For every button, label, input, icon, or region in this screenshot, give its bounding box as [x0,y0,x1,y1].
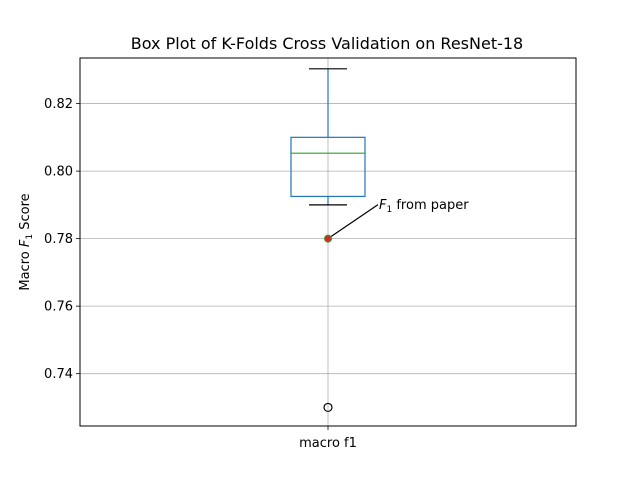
annotation-subscript: 1 [386,205,392,215]
iqr-box [290,136,366,198]
y-axis-label-subscript: 1 [25,234,35,240]
annotation-label: F1 from paper [379,198,469,215]
y-tick-label: 0.74 [44,367,73,382]
y-tick-label: 0.78 [44,232,73,247]
annotation-arrow [327,204,379,240]
annotation-group: F1 from paper [324,198,469,243]
outlier-point [323,402,333,413]
annotation-text: from paper [392,198,469,213]
y-tick-label: 0.76 [44,300,73,315]
y-axis-ticks: 0.74 0.76 0.78 0.80 0.82 [44,97,80,382]
y-tick-label: 0.82 [44,97,73,112]
y-axis-label: Macro F1 Score [18,193,35,290]
y-axis-label-suffix: Score [18,193,33,234]
x-tick-label: macro f1 [299,436,357,451]
box-group [290,68,366,413]
paper-f1-point [324,234,332,243]
x-axis-ticks: macro f1 [299,426,357,451]
y-axis-label-symbol: F [18,239,33,247]
y-axis-label-prefix: Macro [18,247,33,290]
annotation-symbol: F [379,198,387,213]
y-tick-label: 0.80 [44,165,73,180]
chart-title: Box Plot of K-Folds Cross Validation on … [131,34,523,53]
